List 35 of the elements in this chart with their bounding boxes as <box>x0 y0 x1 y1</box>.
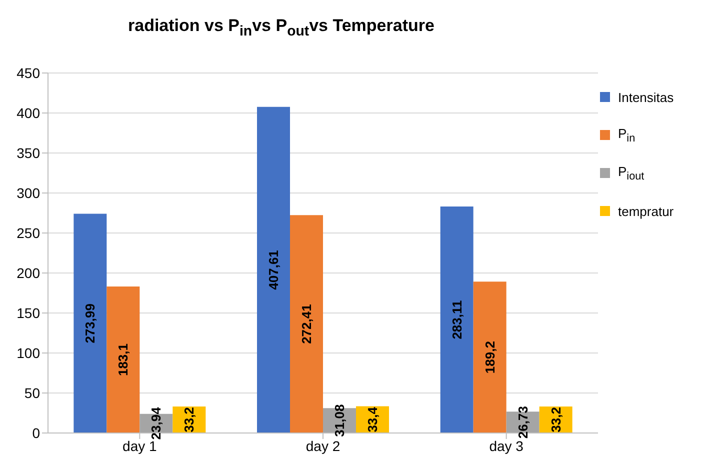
data-label: 273,99 <box>82 304 98 344</box>
y-tick-label: 350 <box>16 144 40 161</box>
bar <box>106 286 140 433</box>
data-label: 23,94 <box>148 406 164 440</box>
data-label: 189,2 <box>482 341 498 374</box>
bar <box>440 206 474 433</box>
data-label: 407,61 <box>266 250 281 290</box>
y-tick-label: 0 <box>32 424 40 441</box>
y-tick-label: 300 <box>16 184 40 201</box>
x-tick-label: day 3 <box>489 438 524 454</box>
data-label: 33,4 <box>365 406 380 432</box>
bar <box>257 106 290 433</box>
y-tick-label: 400 <box>16 104 40 121</box>
bar <box>74 214 107 433</box>
y-tick-label: 100 <box>16 344 40 361</box>
y-tick-label: 150 <box>16 304 40 321</box>
chart-title: radiation vs P$_{in}$vs P$_{out}$vs Temperature <box>128 16 434 40</box>
data-label: 33,2 <box>548 407 564 432</box>
x-tick-label: day 2 <box>306 438 340 454</box>
y-tick-label: 250 <box>16 224 40 241</box>
data-label: 272,41 <box>299 304 314 344</box>
data-label: 31,08 <box>332 404 347 437</box>
data-label: 183,1 <box>116 343 131 376</box>
bar <box>290 215 323 433</box>
data-label: 283,11 <box>449 300 464 340</box>
data-label: 33,2 <box>182 407 197 432</box>
bar <box>473 282 506 433</box>
data-label: 26,73 <box>515 406 530 439</box>
legend-label: P$_{iout}$ <box>618 164 644 182</box>
legend-label: P$_{in}$ <box>618 126 636 144</box>
y-tick-label: 200 <box>16 264 40 281</box>
y-tick-label: 50 <box>24 384 40 401</box>
legend-label: tempratur <box>618 204 674 218</box>
legend-label: Intensitas <box>618 90 674 104</box>
y-tick-label: 450 <box>16 64 40 81</box>
